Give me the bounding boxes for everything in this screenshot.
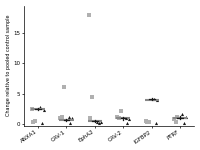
Point: [34, 120, 37, 122]
Point: [183, 122, 186, 124]
Point: [126, 122, 129, 124]
Point: [32, 121, 35, 123]
Point: [59, 117, 62, 120]
Point: [172, 118, 176, 120]
Point: [119, 110, 122, 112]
Point: [124, 117, 127, 119]
Point: [71, 117, 74, 119]
Point: [69, 122, 72, 124]
Point: [127, 118, 131, 120]
Point: [181, 113, 184, 116]
Point: [40, 122, 44, 124]
Point: [144, 120, 147, 122]
Point: [152, 98, 156, 100]
Point: [87, 14, 90, 16]
Point: [147, 120, 151, 123]
Point: [97, 122, 100, 124]
Point: [42, 109, 45, 111]
Point: [60, 116, 64, 118]
Point: [174, 121, 177, 123]
Point: [156, 99, 159, 101]
Point: [89, 117, 92, 119]
Point: [184, 116, 188, 119]
Point: [154, 122, 157, 124]
Point: [39, 106, 42, 108]
Point: [146, 121, 149, 123]
Point: [30, 108, 33, 110]
Y-axis label: Change relative to pooled control sample: Change relative to pooled control sample: [6, 15, 11, 116]
Point: [62, 86, 65, 88]
Point: [99, 120, 102, 123]
Point: [176, 116, 179, 118]
Point: [90, 96, 94, 98]
Point: [115, 116, 119, 119]
Point: [67, 116, 70, 118]
Point: [96, 120, 99, 123]
Point: [117, 117, 120, 119]
